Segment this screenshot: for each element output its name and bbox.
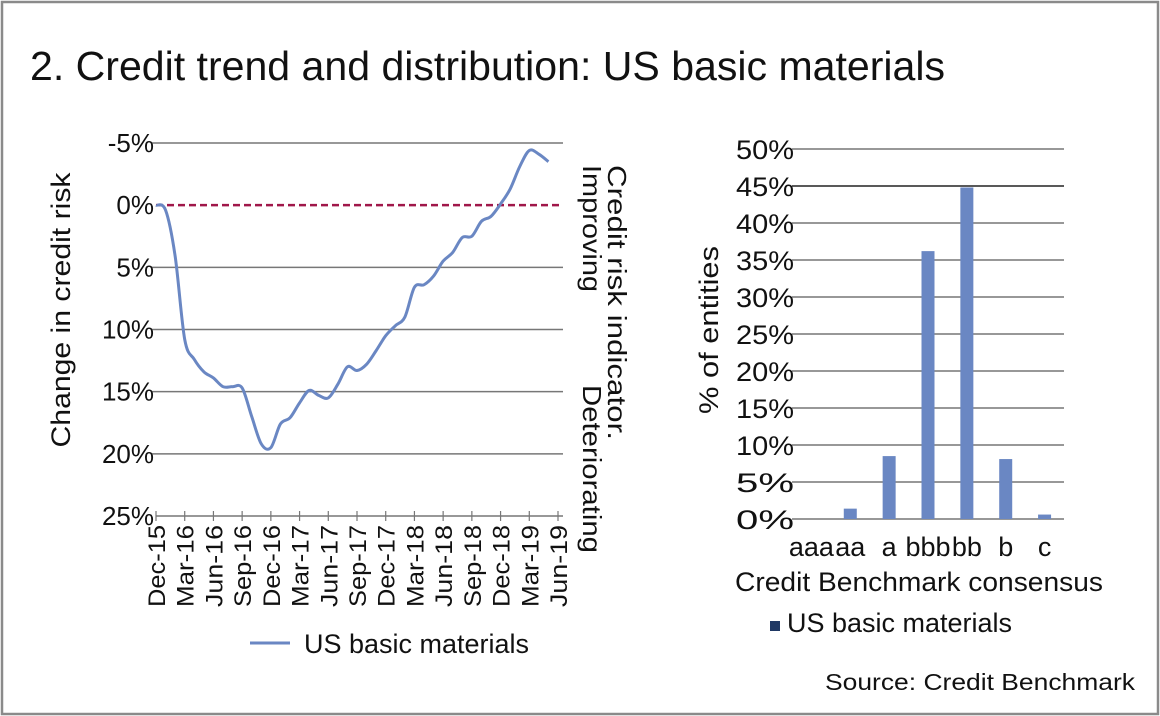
bar-aa xyxy=(843,508,857,519)
deteriorating-label: Deteriorating xyxy=(577,385,607,553)
legend-square-icon xyxy=(770,621,780,631)
y-tick-label: 5% xyxy=(116,252,154,282)
bar-a xyxy=(882,456,896,519)
y-tick-label: 30% xyxy=(736,283,794,313)
x-tick-label: Mar-16 xyxy=(173,525,200,607)
y-tick-label: 45% xyxy=(736,172,794,202)
x-tick-label: Mar-17 xyxy=(288,525,315,607)
x-tick-label: Dec-18 xyxy=(489,525,516,607)
x-tick-label: Sep-16 xyxy=(230,525,257,607)
y-tick-label: 20% xyxy=(102,439,154,469)
bar-chart-y-axis-label: % of entities xyxy=(694,246,724,414)
series-line-us-basic-materials xyxy=(155,148,550,451)
x-tick-label: aa xyxy=(835,532,866,562)
x-tick-label: Mar-19 xyxy=(517,525,544,607)
y-tick-label: 15% xyxy=(102,377,154,407)
x-tick-label: Jun-19 xyxy=(546,525,573,607)
x-tick-label: Jun-17 xyxy=(316,525,343,607)
line-chart-y-ticks: -5% 0% 5% 10% 15% 20% 25% xyxy=(102,128,154,531)
x-tick-label: a xyxy=(882,532,898,562)
bar-bb xyxy=(960,187,974,520)
y-tick-label: 15% xyxy=(736,394,794,424)
x-tick-label: Dec-15 xyxy=(144,525,171,607)
x-tick-label: Jun-18 xyxy=(431,525,458,607)
x-tick-label: bb xyxy=(952,532,982,562)
x-tick-label: Mar-18 xyxy=(402,525,429,607)
y-tick-label: 5% xyxy=(736,468,794,498)
source-note: Source: Credit Benchmark xyxy=(825,669,1136,695)
line-chart: -5%0%5%10%15%20%25% Dec-15 Mar-16 Jun-16 Se… xyxy=(46,128,632,659)
x-tick-label: b xyxy=(998,532,1013,562)
x-tick-label: aaa xyxy=(789,532,835,562)
y-tick-label: 25% xyxy=(736,320,794,350)
x-tick-label: Dec-16 xyxy=(259,525,286,607)
bar-chart-y-ticks: 0% 5% 10% 15% 20% 25% 30% 35% 40% 45% 50% xyxy=(736,135,794,535)
line-chart-x-ticks: Dec-15 Mar-16 Jun-16 Sep-16 Dec-16 Mar-17 Jun-… xyxy=(144,525,573,607)
y-tick-label: 0% xyxy=(116,190,154,220)
x-tick-label: Jun-16 xyxy=(201,525,228,607)
line-chart-y-axis-label: Change in credit risk xyxy=(46,172,76,448)
bar-chart: 0%5%10%15%20%25%30%35%40%45%50% aaa aa a bb… xyxy=(694,135,1103,638)
y-tick-label: 0% xyxy=(736,505,794,535)
bar-chart-legend-label: US basic materials xyxy=(787,608,1012,638)
y-tick-label: 40% xyxy=(736,209,794,239)
line-chart-grid xyxy=(152,142,563,521)
credit-risk-indicator-label: Credit risk indicator. xyxy=(602,165,632,440)
y-tick-label: 10% xyxy=(102,315,154,345)
x-tick-label: Sep-18 xyxy=(460,525,487,607)
x-tick-label: bbb xyxy=(905,532,950,562)
improving-label: Improving xyxy=(577,165,607,292)
bar-chart-x-ticks: aaa aa a bbb bb b c xyxy=(789,532,1051,562)
y-tick-label: 10% xyxy=(736,431,794,461)
y-tick-label: 35% xyxy=(736,246,794,276)
bar-b xyxy=(999,459,1013,519)
bar-c xyxy=(1038,514,1052,519)
bar-chart-x-axis-label: Credit Benchmark consensus xyxy=(735,567,1103,597)
bar-chart-bars xyxy=(843,187,1052,520)
y-tick-label: -5% xyxy=(108,128,154,158)
y-tick-label: 20% xyxy=(736,357,794,387)
bar-bbb xyxy=(921,251,935,519)
y-tick-label: 25% xyxy=(102,501,154,531)
x-tick-label: Sep-17 xyxy=(345,525,372,607)
x-tick-label: c xyxy=(1038,532,1052,562)
y-tick-label: 50% xyxy=(736,135,794,165)
chart-title: 2. Credit trend and distribution: US bas… xyxy=(30,43,945,89)
line-chart-legend-label: US basic materials xyxy=(304,629,529,659)
x-tick-label: Dec-17 xyxy=(374,525,401,607)
